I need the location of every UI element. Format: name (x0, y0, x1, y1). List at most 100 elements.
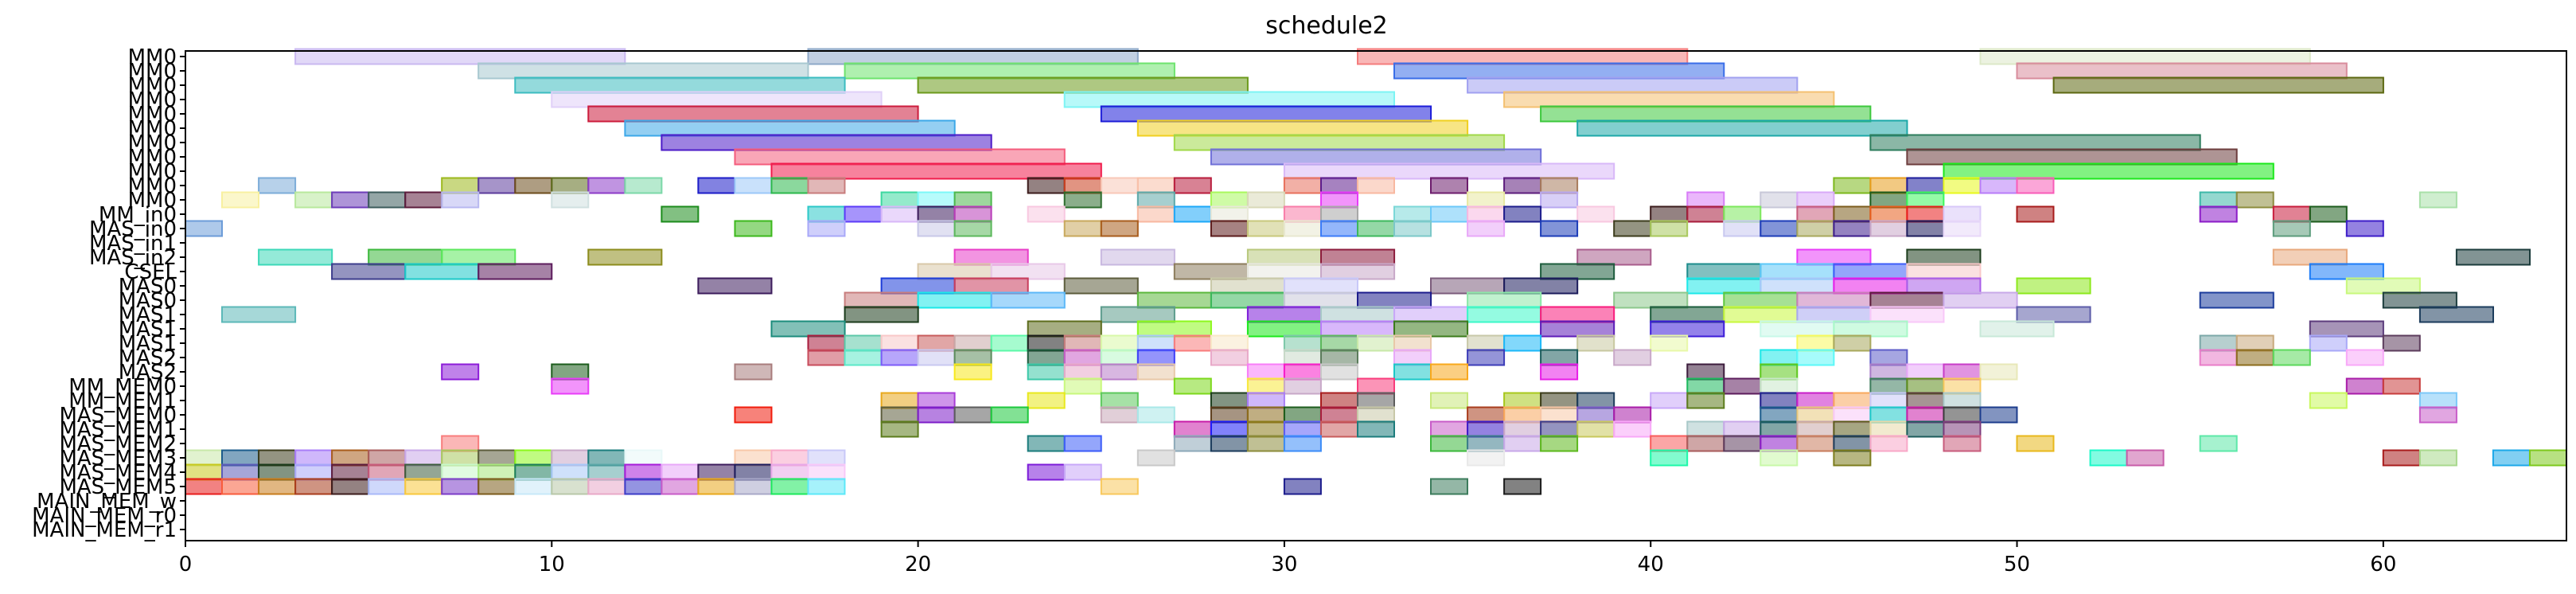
task-bar (1576, 420, 1615, 438)
task-bar (661, 478, 700, 495)
y-tick-label: MM0 (128, 189, 177, 213)
task-bar (2418, 306, 2494, 323)
task-bar (1503, 205, 1542, 223)
task-bar (770, 463, 809, 481)
task-bar (624, 449, 663, 467)
task-bar (2418, 406, 2457, 424)
task-bar (1393, 62, 1725, 80)
y-tick-label: CSEL (124, 260, 177, 284)
task-bar (404, 263, 480, 280)
task-bar (1063, 463, 1102, 481)
task-bar (2455, 248, 2531, 266)
task-bar (1833, 263, 1908, 280)
task-bar (587, 248, 663, 266)
task-bar (1100, 478, 1139, 495)
task-bar (1393, 334, 1432, 352)
task-bar (2089, 449, 2128, 467)
y-tick-label: MAIN_MEM_w (37, 490, 177, 514)
task-bar (477, 62, 809, 80)
task-bar (1430, 277, 1506, 295)
task-bar (1869, 392, 1908, 409)
task-bar (1136, 119, 1469, 137)
task-bar (1210, 291, 1286, 309)
task-bar (1430, 205, 1468, 223)
task-bar (1943, 377, 1982, 395)
task-bar (551, 177, 590, 194)
task-bar (1063, 277, 1139, 295)
task-bar (1760, 363, 1799, 381)
task-bar (1613, 349, 1652, 366)
task-bar (1100, 306, 1175, 323)
y-tick-label: MM0 (128, 88, 177, 112)
task-bar (1869, 377, 1908, 395)
task-bar (1100, 392, 1139, 409)
task-bar (1686, 420, 1725, 438)
task-bar (770, 449, 809, 467)
task-bar (1393, 220, 1432, 237)
task-bar (1246, 420, 1285, 438)
task-bar (1027, 205, 1066, 223)
task-bar (221, 306, 297, 323)
task-bar (1979, 406, 2018, 424)
task-bar (587, 105, 919, 123)
task-bar (404, 478, 443, 495)
task-bar (2199, 334, 2238, 352)
task-bar (2345, 220, 2384, 237)
task-bar (2126, 449, 2165, 467)
task-bar (404, 191, 443, 209)
task-bar (917, 349, 956, 366)
task-bar (1796, 220, 1835, 237)
task-bar (1686, 277, 1762, 295)
y-tick-label: MM0 (128, 146, 177, 170)
y-tick-label: MAS_in1 (89, 232, 177, 256)
task-bar (1246, 263, 1323, 280)
task-bar (514, 463, 553, 481)
x-tick-label: 50 (2004, 553, 2030, 576)
task-bar (1796, 191, 1835, 209)
task-bar (2345, 277, 2421, 295)
task-bar (1833, 420, 1872, 438)
task-bar (1246, 248, 1323, 266)
task-bar (1173, 435, 1212, 452)
task-bar (368, 478, 407, 495)
task-bar (1943, 205, 1982, 223)
task-bar (1540, 177, 1579, 194)
task-bar (221, 478, 259, 495)
task-bar (1320, 205, 1358, 223)
task-bar (1136, 406, 1175, 424)
task-bar (514, 478, 553, 495)
task-bar (1246, 191, 1285, 209)
y-tick-label: MAS1 (119, 332, 177, 356)
task-bar (587, 177, 626, 194)
task-bar (1393, 363, 1432, 381)
task-bar (1283, 291, 1359, 309)
task-bar (1210, 420, 1249, 438)
task-bar (1906, 191, 1945, 209)
task-bar (587, 478, 626, 495)
task-bar (1027, 435, 1066, 452)
task-bar (624, 478, 663, 495)
task-bar (1467, 191, 1506, 209)
task-bar (1503, 420, 1542, 438)
task-bar (1760, 220, 1799, 237)
task-bar (1796, 392, 1835, 409)
task-bar (1027, 363, 1066, 381)
task-bar (1100, 363, 1139, 381)
y-tick-label: MAS_MEM0 (59, 404, 177, 428)
task-bar (953, 334, 992, 352)
task-bar (1723, 205, 1762, 223)
task-bar (1943, 177, 1982, 194)
task-bar (477, 449, 516, 467)
task-bar (624, 463, 663, 481)
task-bar (807, 177, 846, 194)
task-bar (1063, 363, 1102, 381)
task-bar (258, 449, 297, 467)
task-bar (514, 449, 553, 467)
task-bar (1760, 277, 1835, 295)
task-bar (2016, 177, 2055, 194)
task-bar (1210, 435, 1249, 452)
task-bar (1393, 349, 1432, 366)
task-bar (1686, 377, 1725, 395)
task-bar (1063, 377, 1102, 395)
task-bar (258, 478, 297, 495)
